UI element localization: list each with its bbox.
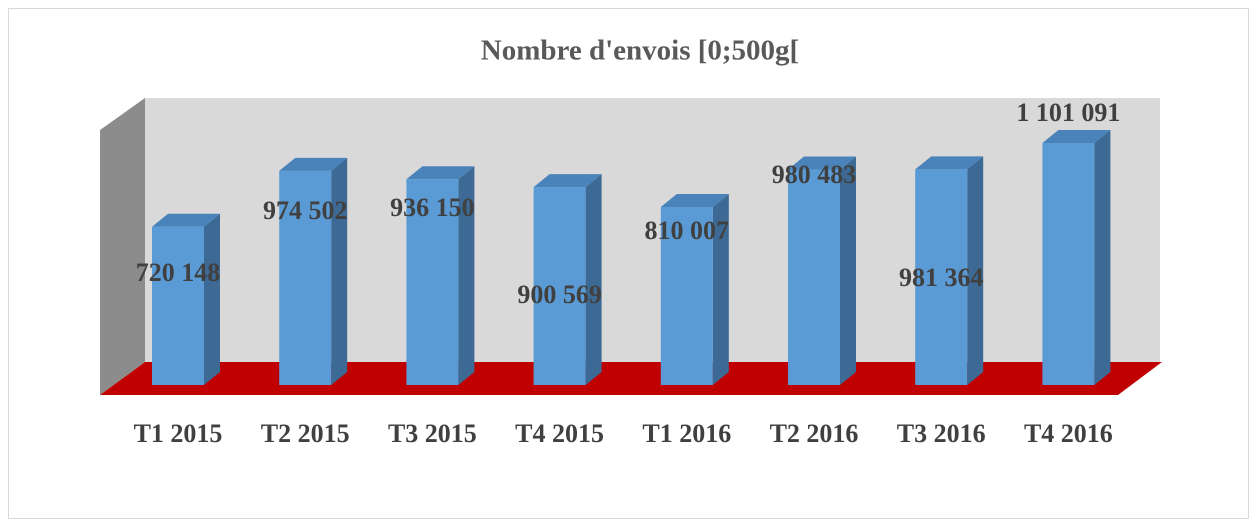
data-label: 980 483 (772, 160, 857, 189)
bar (279, 170, 332, 385)
data-label: 936 150 (390, 193, 475, 222)
data-label: 720 148 (136, 258, 221, 287)
x-tick-label: T3 2015 (388, 419, 477, 448)
x-tick-label: T4 2015 (515, 419, 604, 448)
side-wall (100, 98, 145, 395)
bar-top (660, 193, 729, 207)
bar-top (1042, 130, 1111, 143)
bar-side (331, 157, 348, 385)
bar (533, 187, 586, 385)
data-label: 974 502 (263, 196, 348, 225)
bar-top (279, 157, 348, 171)
bar-top (152, 213, 220, 227)
data-label: 1 101 091 (1016, 98, 1120, 127)
bar-side (967, 156, 984, 385)
bar-top (406, 166, 475, 180)
bar-side (204, 213, 220, 385)
bar-side (712, 193, 729, 385)
data-label: 810 007 (645, 216, 730, 245)
bar-top (788, 156, 856, 170)
bar-side (585, 174, 602, 385)
bar-top (915, 156, 984, 170)
x-tick-label: T3 2016 (897, 419, 986, 448)
bar-side (840, 156, 856, 385)
data-label: 981 364 (899, 263, 984, 292)
x-tick-label: T2 2016 (770, 419, 859, 448)
floor (100, 362, 1162, 395)
x-tick-label: T1 2015 (134, 419, 223, 448)
bar (406, 179, 459, 385)
bar (1042, 143, 1095, 385)
bar (788, 169, 840, 385)
x-tick-label: T2 2015 (261, 419, 350, 448)
x-tick-label: T4 2016 (1024, 419, 1113, 448)
data-label: 900 569 (517, 280, 602, 309)
bar (152, 226, 204, 385)
back-wall (145, 98, 1160, 362)
chart-title: Nombre d'envois [0;500g[ (481, 35, 799, 67)
bar-side (458, 166, 475, 385)
bar (915, 169, 968, 385)
bar-top (533, 174, 602, 188)
x-tick-label: T1 2016 (642, 419, 731, 448)
bar-side (1094, 130, 1111, 385)
bar (660, 206, 713, 385)
